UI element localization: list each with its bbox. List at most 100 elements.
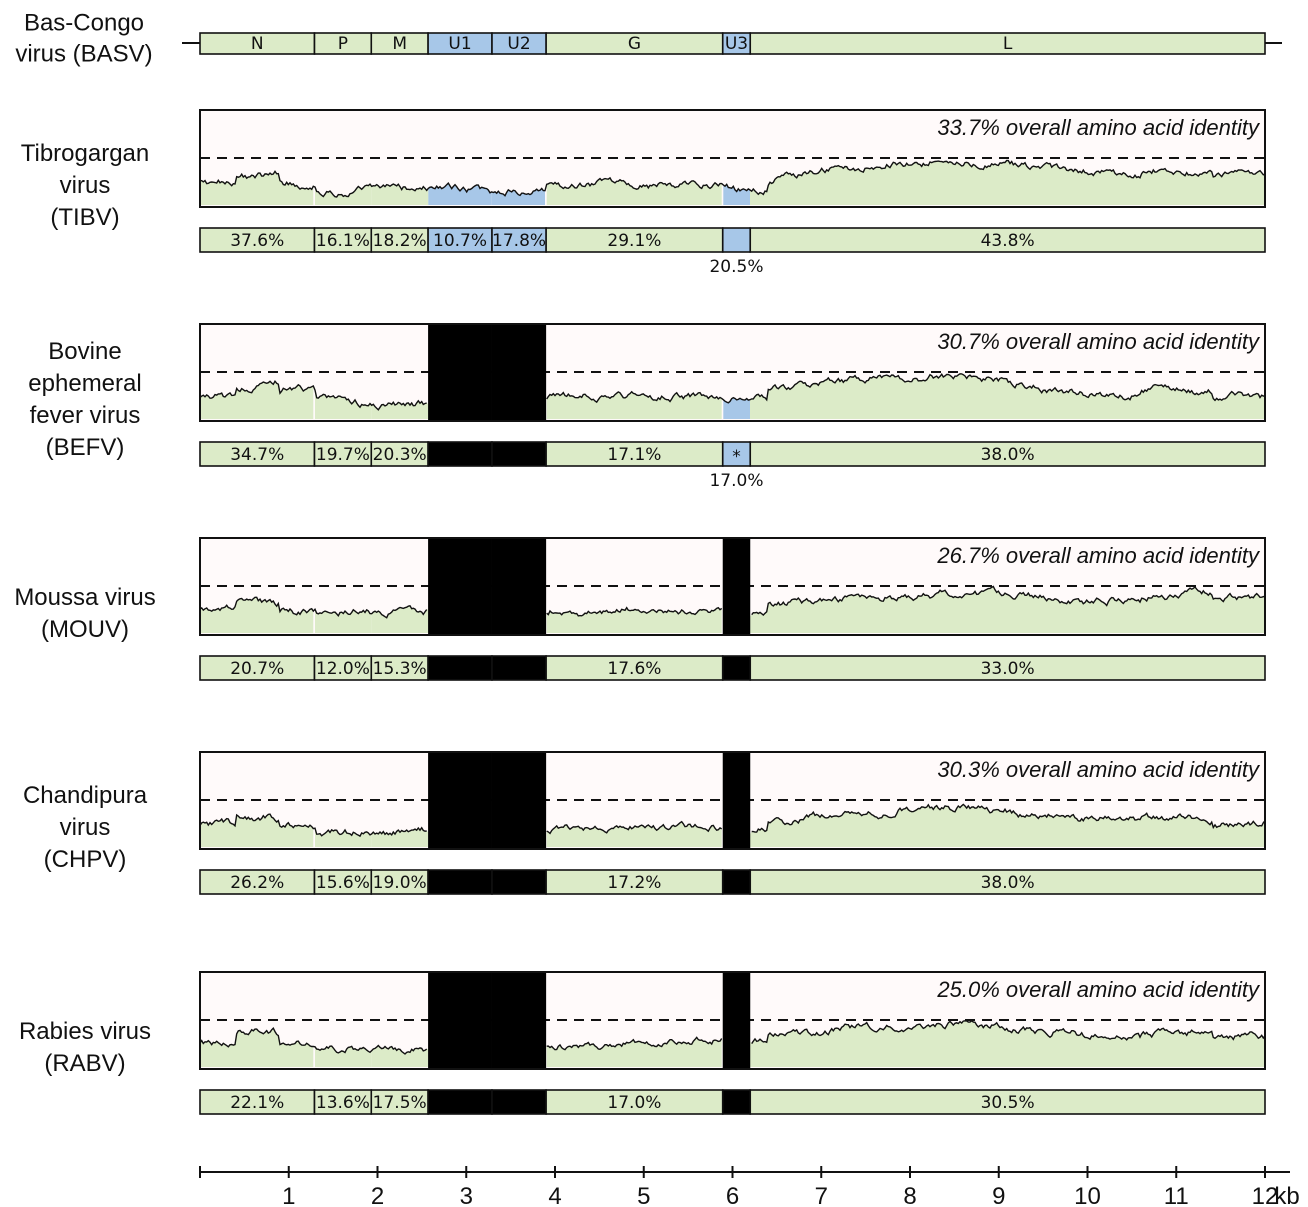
identity-trace bbox=[199, 372, 1266, 411]
axis-tick-label: 8 bbox=[903, 1183, 916, 1207]
axis-tick-label: 6 bbox=[726, 1183, 739, 1207]
identity-area-n bbox=[200, 597, 314, 633]
plot-frame bbox=[199, 537, 1266, 636]
segment-identity-l: 30.5% bbox=[981, 1093, 1035, 1113]
segment-box-g bbox=[545, 227, 724, 253]
identity-area-p bbox=[315, 828, 372, 847]
segment-identity-l: 33.0% bbox=[981, 659, 1035, 679]
missing-gene-block-u1 bbox=[428, 752, 492, 849]
segment-box-l bbox=[749, 441, 1266, 467]
missing-gene-block-u2 bbox=[491, 972, 547, 1069]
segment-identity-n: 22.1% bbox=[230, 1093, 284, 1113]
segment-identity-m: 20.3% bbox=[373, 445, 427, 465]
segment-box-u1 bbox=[427, 441, 493, 467]
identity-area-m bbox=[371, 605, 429, 633]
gene-label-g: G bbox=[628, 34, 641, 54]
identity-area-u1 bbox=[428, 183, 492, 205]
virus-label-line: Tibrogargan bbox=[21, 140, 150, 167]
gene-label-u2: U2 bbox=[507, 34, 530, 54]
segment-identity-p: 15.6% bbox=[316, 873, 370, 893]
segment-box-p bbox=[313, 227, 373, 253]
identity-trace bbox=[199, 803, 1266, 838]
plot-frame bbox=[199, 323, 1266, 422]
identity-area-m bbox=[371, 400, 429, 419]
segment-box-u3 bbox=[721, 227, 752, 253]
reference-genome: Bas-Congo virus (BASV) N P M U1 U2 G U3 L bbox=[15, 10, 1282, 68]
segment-identity-g: 29.1% bbox=[607, 231, 661, 251]
segment-identity-g: 17.6% bbox=[607, 659, 661, 679]
identity-area-m bbox=[371, 1045, 429, 1067]
segment-box-l bbox=[749, 227, 1266, 253]
virus-label-line: Chandipura bbox=[23, 782, 148, 809]
segment-box-p bbox=[313, 1089, 373, 1115]
virus-label-line: (BEFV) bbox=[46, 434, 125, 461]
segment-identity-l: 38.0% bbox=[981, 873, 1035, 893]
virus-panel-4: Rabies virus (RABV) 25.0% overall amino ac… bbox=[19, 971, 1266, 1115]
axis-tick-label: 11 bbox=[1164, 1183, 1189, 1207]
segment-identity-g: 17.0% bbox=[607, 1093, 661, 1113]
identity-area-n bbox=[200, 381, 314, 419]
virus-label-line: (RABV) bbox=[44, 1050, 125, 1077]
axis-tick-label: 10 bbox=[1074, 1183, 1101, 1207]
identity-area-l bbox=[750, 160, 1265, 205]
axis-tick-label: 7 bbox=[815, 1183, 828, 1207]
gene-label-u3: U3 bbox=[725, 34, 748, 54]
virus-panel-1: Bovine ephemeral fever virus (BEFV) 30.7% ov… bbox=[28, 323, 1266, 491]
segment-identity-p: 19.7% bbox=[316, 445, 370, 465]
virus-label-line: Bovine bbox=[48, 338, 121, 365]
axis-tick-label: 2 bbox=[371, 1183, 384, 1207]
identity-area-m bbox=[371, 827, 429, 847]
segment-box-u2 bbox=[491, 441, 547, 467]
reference-label-line: Bas-Congo bbox=[24, 10, 144, 37]
virus-panel-0: Tibrogargan virus (TIBV) 33.7% overall amin… bbox=[21, 109, 1266, 277]
identity-area-l bbox=[750, 586, 1265, 633]
segment-box-u2 bbox=[491, 655, 547, 681]
segment-box-u1 bbox=[427, 1089, 493, 1115]
segment-box-u3 bbox=[721, 1089, 752, 1115]
overall-identity-label: 33.7% overall amino acid identity bbox=[937, 115, 1261, 140]
segment-identity-m: 18.2% bbox=[373, 231, 427, 251]
identity-area-p bbox=[315, 184, 372, 205]
u3-identity-label: 20.5% bbox=[709, 257, 763, 277]
plot-frame bbox=[199, 971, 1266, 1070]
reference-label-line: virus (BASV) bbox=[15, 41, 152, 68]
missing-gene-block-u1 bbox=[428, 538, 492, 635]
identity-area-p bbox=[315, 609, 372, 633]
identity-area-n bbox=[200, 814, 314, 847]
virus-panel-2: Moussa virus (MOUV) 26.7% overall amino ac… bbox=[14, 537, 1266, 681]
u3-star-marker: * bbox=[732, 447, 741, 467]
virus-label-line: Moussa virus bbox=[14, 584, 155, 611]
identity-area-n bbox=[200, 1028, 314, 1067]
segment-box-m bbox=[370, 655, 429, 681]
identity-area-u2 bbox=[491, 188, 545, 205]
missing-gene-block-u1 bbox=[428, 972, 492, 1069]
segment-box-p bbox=[313, 441, 373, 467]
virus-panel-3: Chandipura virus (CHPV) 30.3% overall amino… bbox=[23, 751, 1266, 895]
identity-area-g bbox=[546, 177, 722, 205]
identity-area-n bbox=[200, 171, 314, 205]
missing-gene-block-u3 bbox=[722, 972, 751, 1069]
virus-label-line: fever virus bbox=[30, 402, 141, 429]
segment-box-u1 bbox=[427, 869, 493, 895]
identity-trace bbox=[199, 159, 1266, 198]
overall-identity-label: 30.7% overall amino acid identity bbox=[937, 329, 1261, 354]
segment-box-l bbox=[749, 655, 1266, 681]
virus-label-line: (MOUV) bbox=[41, 616, 129, 643]
identity-area-g bbox=[546, 821, 722, 847]
segment-identity-p: 13.6% bbox=[316, 1093, 370, 1113]
missing-gene-block-u2 bbox=[491, 752, 547, 849]
identity-area-g bbox=[546, 1037, 722, 1067]
gene-box-l bbox=[749, 32, 1266, 55]
gene-label-n: N bbox=[251, 34, 264, 54]
axis-tick-label: 4 bbox=[548, 1183, 561, 1207]
segment-box-u3 bbox=[721, 655, 752, 681]
axis-unit-label: kb bbox=[1274, 1183, 1299, 1207]
missing-gene-block-u3 bbox=[722, 538, 751, 635]
segment-box-u1 bbox=[427, 655, 493, 681]
segment-box-u2 bbox=[491, 869, 547, 895]
gene-label-p: P bbox=[338, 34, 348, 54]
segment-box-u1 bbox=[427, 227, 493, 253]
segment-identity-m: 19.0% bbox=[373, 873, 427, 893]
